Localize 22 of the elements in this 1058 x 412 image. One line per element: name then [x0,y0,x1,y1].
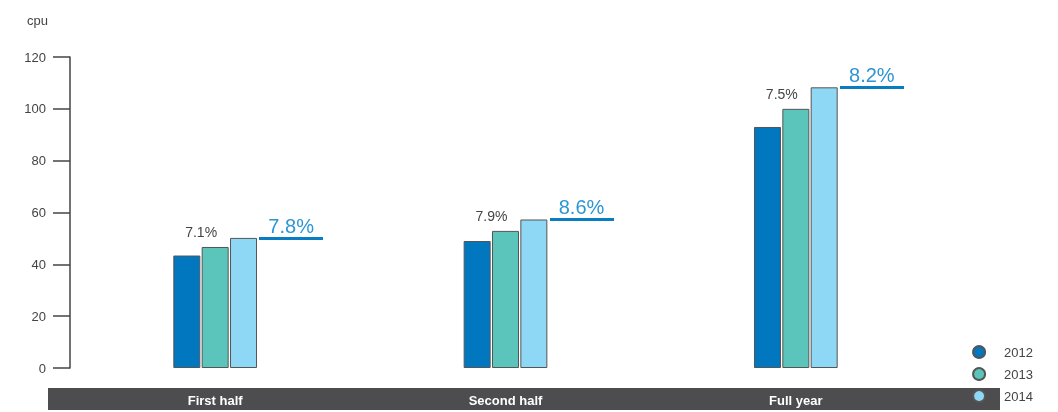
annotation: 7.5% [764,84,799,103]
bar [173,255,201,368]
y-tick-label: 20 [31,308,46,324]
legend-label: 2013 [1004,366,1033,382]
x-tick-label: First half [187,393,244,408]
bar [810,87,838,368]
y-tick-label: 120 [24,49,46,65]
annotation: 7.8% [259,214,324,240]
x-tick-label: Full year [769,393,823,408]
annotation: 7.9% [474,206,509,225]
y-tick-label: 100 [24,101,46,117]
annotation: 8.6% [549,196,614,222]
annotation: 7.1% [184,222,219,241]
legend-label: 2012 [1004,344,1033,360]
y-tick-label: 60 [31,205,46,220]
y-tick-label: 0 [38,360,46,376]
annotation: 8.2% [839,64,904,90]
legend-label: 2014 [1004,388,1033,404]
x-tick-label: Second half [468,393,543,408]
y-axis-title: cpu [27,13,48,28]
y-tick-label: 40 [31,256,46,272]
y-tick-label: 80 [31,153,46,169]
